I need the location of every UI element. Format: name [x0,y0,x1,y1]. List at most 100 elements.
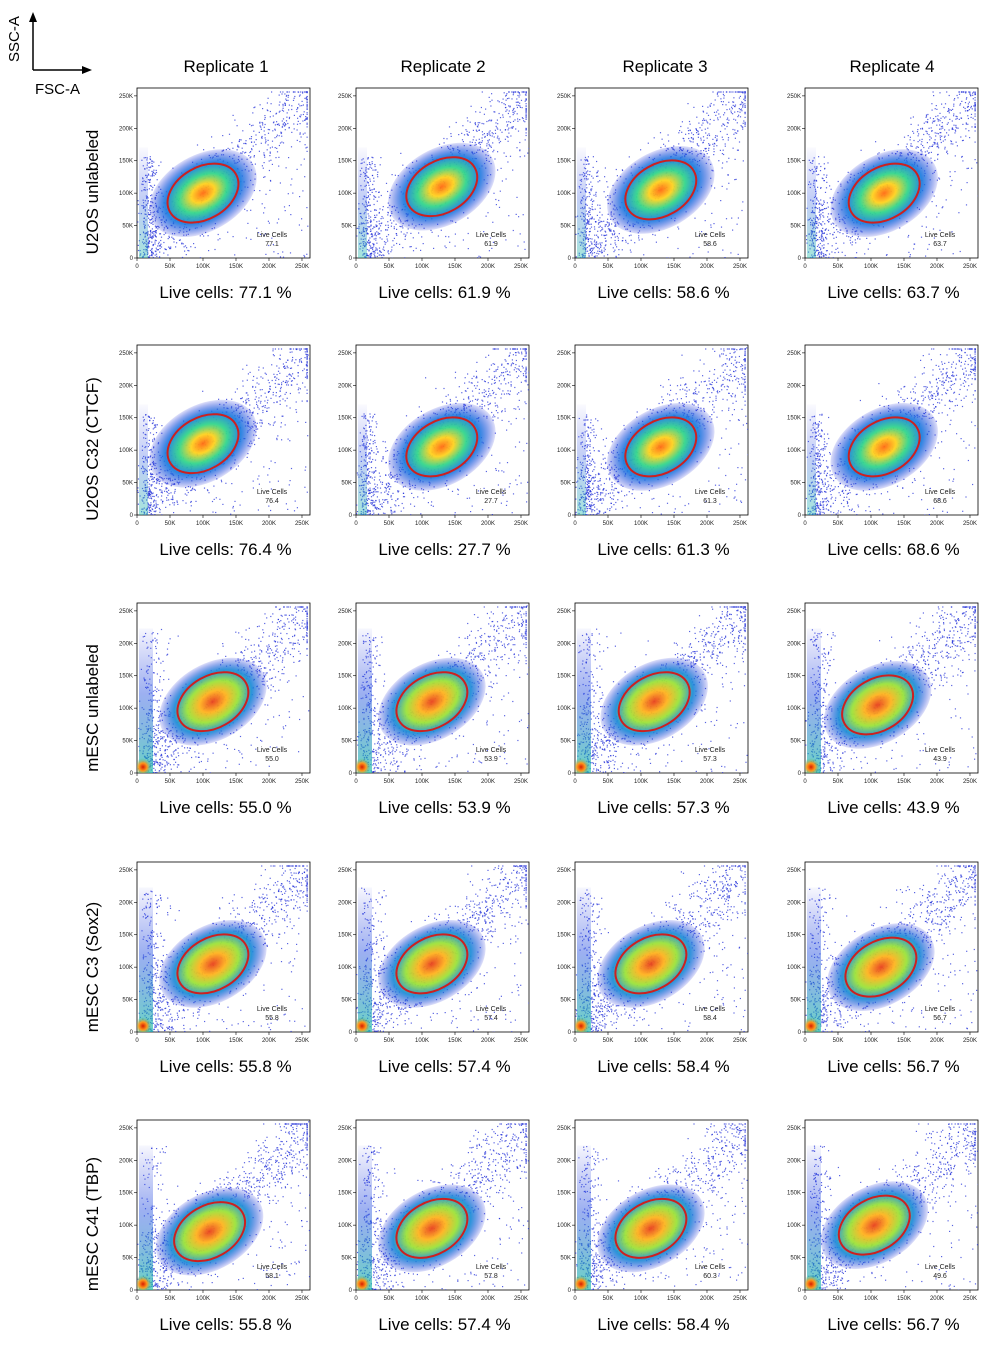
event-dot [525,110,527,112]
event-dot [828,253,831,255]
event-dot [974,115,976,117]
event-dot [253,130,255,132]
event-dot [586,228,588,230]
event-dot [819,214,821,216]
gate-label: Live Cells [925,232,956,239]
event-dot [161,495,163,497]
event-dot [489,134,491,137]
event-dot [613,233,615,236]
event-dot [246,456,248,458]
event-dot [731,108,733,110]
event-dot [726,109,728,111]
event-dot [974,126,976,128]
event-dot [614,249,616,251]
event-dot [948,112,950,114]
event-dot [443,137,445,140]
event-dot [234,254,236,256]
event-dot [286,365,288,367]
event-dot [148,214,150,216]
event-dot [592,252,594,254]
event-dot [726,133,728,135]
event-dot [735,119,737,121]
event-dot [699,127,701,129]
event-dot [301,361,303,363]
event-dot [668,140,670,142]
event-dot [823,255,825,257]
event-dot [288,104,290,106]
event-dot [368,215,370,217]
event-dot [467,232,469,235]
event-dot [733,133,735,135]
event-dot [491,132,493,134]
event-dot [296,129,298,131]
event-dot [961,140,964,142]
event-dot [723,114,725,116]
event-dot [586,159,589,162]
event-dot [279,110,281,112]
event-dot [238,140,240,142]
event-dot [964,102,967,104]
event-dot [299,94,301,96]
event-dot [147,212,149,214]
event-dot [721,185,723,187]
event-dot [726,122,729,124]
event-dot [968,91,970,93]
event-dot [828,256,830,258]
event-dot [274,348,276,350]
event-dot [939,137,941,139]
event-dot [817,250,819,252]
event-dot [280,131,282,133]
event-dot [712,143,714,145]
event-dot [149,219,151,221]
event-dot [612,247,614,249]
event-dot [934,159,936,162]
event-dot [259,121,261,123]
event-dot [268,382,270,384]
event-dot [599,221,601,223]
event-dot [920,236,923,238]
event-dot [375,249,377,251]
event-dot [517,94,519,97]
event-dot [286,94,288,96]
event-dot [491,247,493,249]
event-dot [155,236,157,238]
event-dot [276,121,278,123]
event-dot [614,239,616,242]
event-dot [977,100,978,102]
event-dot [515,91,517,93]
event-dot [302,370,304,372]
event-dot [489,133,491,135]
event-dot [271,140,274,142]
event-dot [817,252,820,254]
event-dot [373,243,375,245]
event-dot [288,484,290,486]
event-dot [821,232,823,234]
event-dot [959,103,962,105]
event-dot [307,225,309,227]
event-dot [826,174,828,176]
event-dot [587,178,589,180]
event-dot [160,161,162,163]
event-dot [947,110,949,112]
event-dot [585,237,587,239]
event-dot [698,133,700,135]
event-dot [378,223,380,225]
x-tick-label: 50K [384,264,395,270]
event-dot [941,135,943,137]
y-tick-label: 50K [122,224,133,230]
event-dot [948,110,950,112]
event-dot [950,109,952,111]
event-dot [281,109,283,111]
event-dot [169,248,171,250]
event-dot [137,478,140,480]
event-dot [719,91,721,93]
event-dot [969,92,971,94]
event-dot [450,133,452,135]
event-dot [502,98,504,100]
debris-streak [358,147,367,258]
x-tick-label: 150K [229,264,243,270]
event-dot [368,163,371,165]
event-dot [669,257,671,258]
event-dot [485,108,487,110]
event-dot [296,383,298,385]
